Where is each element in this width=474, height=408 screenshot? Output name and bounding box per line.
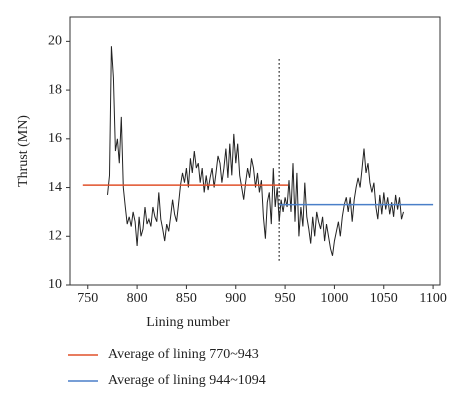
y-tick-label: 10 bbox=[48, 277, 62, 292]
x-tick-label: 1100 bbox=[419, 291, 446, 306]
x-tick-label: 950 bbox=[275, 291, 296, 306]
y-tick-label: 20 bbox=[48, 34, 62, 49]
y-tick-label: 14 bbox=[48, 180, 62, 195]
legend-label: Average of lining 944~1094 bbox=[108, 373, 266, 388]
y-tick-label: 12 bbox=[48, 228, 62, 243]
x-tick-label: 1000 bbox=[320, 291, 348, 306]
x-tick-label: 1050 bbox=[370, 291, 398, 306]
plot-frame bbox=[69, 16, 441, 286]
legend-label: Average of lining 770~943 bbox=[108, 347, 259, 362]
y-axis-label: Thrust (MN) bbox=[16, 115, 31, 187]
y-tick-label: 16 bbox=[48, 131, 62, 146]
x-tick-label: 850 bbox=[176, 291, 197, 306]
x-axis-label: Lining number bbox=[146, 315, 230, 330]
x-tick-label: 750 bbox=[77, 291, 98, 306]
y-tick-label: 18 bbox=[48, 82, 62, 97]
x-tick-label: 900 bbox=[225, 291, 246, 306]
x-tick-label: 800 bbox=[127, 291, 148, 306]
series-line bbox=[107, 46, 404, 256]
